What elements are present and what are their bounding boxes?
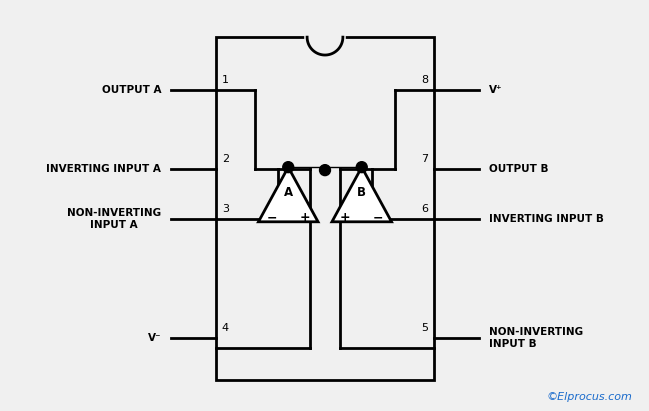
- Text: INVERTING INPUT B: INVERTING INPUT B: [489, 214, 604, 224]
- Polygon shape: [332, 167, 391, 222]
- Text: ©Elprocus.com: ©Elprocus.com: [546, 392, 632, 402]
- Text: −: −: [267, 211, 277, 224]
- Text: +: +: [299, 211, 310, 224]
- Text: 6: 6: [421, 204, 428, 214]
- Circle shape: [319, 165, 330, 175]
- Text: 1: 1: [222, 75, 228, 85]
- Text: 8: 8: [421, 75, 428, 85]
- Text: 5: 5: [421, 323, 428, 333]
- Circle shape: [283, 162, 294, 173]
- Text: V⁻: V⁻: [147, 333, 161, 343]
- Text: 4: 4: [222, 323, 229, 333]
- Polygon shape: [258, 167, 318, 222]
- Text: NON-INVERTING
INPUT B: NON-INVERTING INPUT B: [489, 327, 583, 349]
- Text: A: A: [284, 186, 293, 199]
- Circle shape: [356, 162, 367, 173]
- Text: B: B: [357, 186, 366, 199]
- Text: 2: 2: [222, 154, 229, 164]
- Text: OUTPUT A: OUTPUT A: [102, 85, 161, 95]
- Text: −: −: [373, 211, 384, 224]
- Text: 3: 3: [222, 204, 228, 214]
- Text: OUTPUT B: OUTPUT B: [489, 164, 548, 174]
- Text: 7: 7: [421, 154, 428, 164]
- Text: INVERTING INPUT A: INVERTING INPUT A: [46, 164, 161, 174]
- Text: NON-INVERTING
INPUT A: NON-INVERTING INPUT A: [67, 208, 161, 230]
- Text: +: +: [340, 211, 350, 224]
- Text: V⁺: V⁺: [489, 85, 502, 95]
